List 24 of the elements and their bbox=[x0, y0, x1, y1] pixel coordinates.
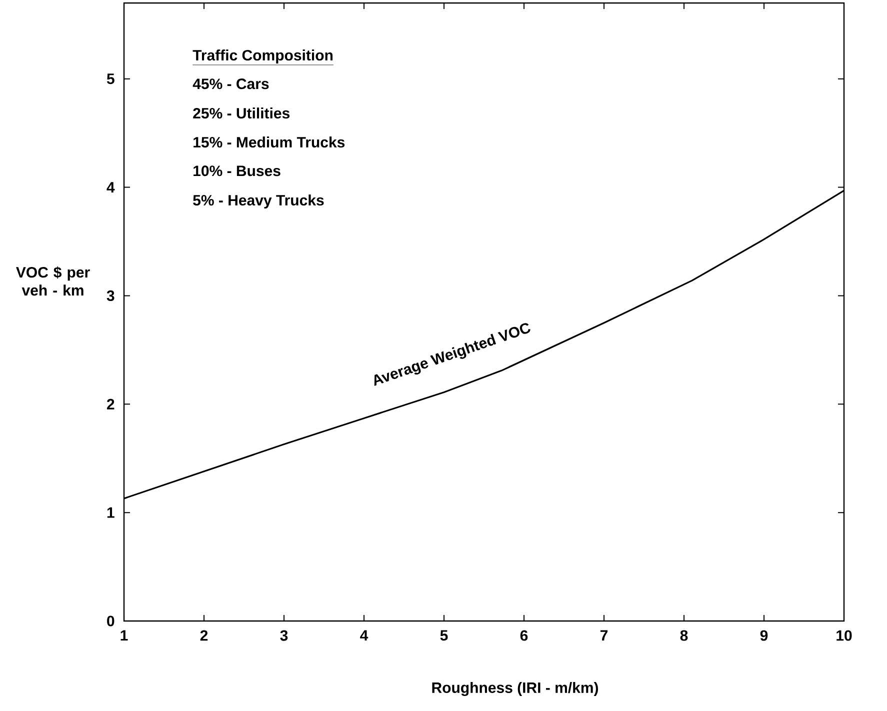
x-tick-label: 5 bbox=[440, 630, 448, 641]
y-tick-label: 1 bbox=[107, 507, 114, 518]
x-tick-label: 10 bbox=[836, 630, 852, 641]
x-tick-label: 8 bbox=[680, 630, 688, 641]
y-tick-label: 4 bbox=[106, 182, 115, 192]
annotation: 10% - Buses bbox=[194, 166, 280, 176]
annotation: 45% - Cars bbox=[192, 78, 269, 90]
y-axis-title: VOC $ per veh - km bbox=[16, 266, 90, 296]
annotation: 15% - Medium Trucks bbox=[194, 136, 345, 148]
x-tick-label: 3 bbox=[280, 630, 288, 641]
x-tick-label: 4 bbox=[360, 630, 368, 641]
y-tick-label: 2 bbox=[106, 398, 114, 410]
annotation: 5% - Heavy Trucks bbox=[193, 194, 324, 209]
annotation: 25% - Utilities bbox=[193, 108, 290, 119]
annotation: Traffic Composition bbox=[192, 50, 333, 64]
y-tick-label: 0 bbox=[107, 616, 114, 626]
x-tick-label: 2 bbox=[200, 630, 208, 641]
x-axis-title: Roughness (IRI - m/km) bbox=[432, 682, 598, 696]
y-tick-label: 3 bbox=[106, 290, 114, 302]
x-tick-label: 7 bbox=[600, 630, 608, 641]
x-tick-label: 9 bbox=[760, 630, 768, 641]
x-tick-label: 1 bbox=[120, 630, 128, 641]
x-tick-label: 6 bbox=[520, 630, 528, 641]
y-tick-label: 5 bbox=[106, 74, 114, 84]
